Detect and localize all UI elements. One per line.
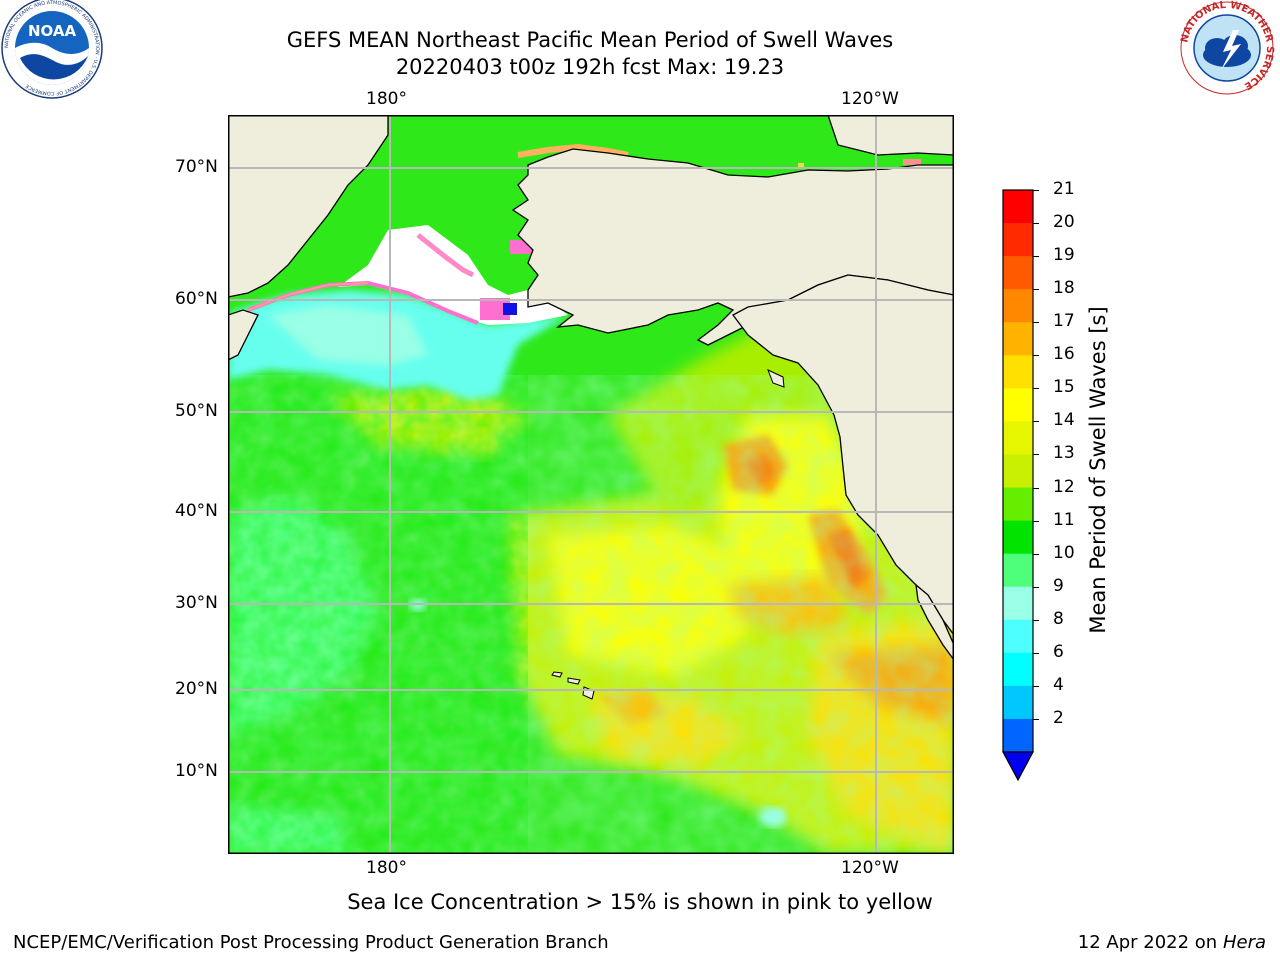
colorbar-swatch bbox=[1003, 619, 1033, 654]
colorbar-tick-mark bbox=[1033, 619, 1039, 621]
colorbar-tick-label: 19 bbox=[1053, 245, 1075, 266]
colorbar-swatch bbox=[1003, 553, 1033, 588]
lon-label-bottom-120w: 120°W bbox=[841, 858, 899, 878]
colorbar-swatch bbox=[1003, 685, 1033, 720]
colorbar-tick-label: 16 bbox=[1053, 344, 1075, 365]
colorbar-tick-mark bbox=[1033, 454, 1039, 456]
colorbar-tick-label: 11 bbox=[1053, 509, 1075, 530]
lat-label-70n: 70°N bbox=[175, 157, 218, 177]
lat-label-40n: 40°N bbox=[175, 501, 218, 521]
lat-label-20n: 20°N bbox=[175, 679, 218, 699]
colorbar-swatch bbox=[1003, 388, 1033, 422]
colorbar-tick-mark bbox=[1033, 190, 1039, 191]
nws-logo: NATIONAL WEATHER SERVICE bbox=[1179, 0, 1275, 95]
colorbar-swatch bbox=[1003, 256, 1033, 290]
colorbar-swatch bbox=[1003, 586, 1033, 621]
colorbar-tick-label: 12 bbox=[1053, 476, 1075, 497]
colorbar-tick-label: 6 bbox=[1053, 641, 1064, 662]
footer-date-text: 12 Apr 2022 on bbox=[1077, 932, 1218, 953]
colorbar bbox=[1001, 189, 1035, 782]
colorbar-swatch bbox=[1003, 223, 1033, 257]
lat-label-50n: 50°N bbox=[175, 401, 218, 421]
lat-label-60n: 60°N bbox=[175, 289, 218, 309]
svg-text:NOAA: NOAA bbox=[28, 22, 77, 40]
map-frame bbox=[228, 115, 954, 854]
graticule bbox=[228, 115, 954, 854]
colorbar-tick-mark bbox=[1033, 718, 1039, 720]
colorbar-tick-label: 18 bbox=[1053, 278, 1075, 299]
colorbar-label: Mean Period of Swell Waves [s] bbox=[1086, 306, 1110, 634]
colorbar-tick-label: 2 bbox=[1053, 707, 1064, 728]
colorbar-swatch bbox=[1003, 454, 1033, 489]
swell-period-map bbox=[228, 115, 954, 854]
colorbar-swatch bbox=[1003, 355, 1033, 389]
colorbar-tick-mark bbox=[1033, 223, 1039, 225]
ice-note: Sea Ice Concentration > 15% is shown in … bbox=[347, 890, 933, 914]
colorbar-tick-mark bbox=[1033, 685, 1039, 687]
lat-label-30n: 30°N bbox=[175, 593, 218, 613]
colorbar-swatch bbox=[1003, 421, 1033, 455]
colorbar-tick-mark bbox=[1033, 388, 1039, 390]
map-title: GEFS MEAN Northeast Pacific Mean Period … bbox=[286, 28, 894, 52]
noaa-logo: NOAA NATIONAL OCEANIC AND ATMOSPHERIC AD… bbox=[1, 0, 103, 99]
footer-credit: NCEP/EMC/Verification Post Processing Pr… bbox=[13, 932, 609, 953]
colorbar-tick-mark bbox=[1033, 355, 1039, 357]
colorbar-swatch bbox=[1003, 289, 1033, 323]
map-subtitle: 20220403 t00z 192h fcst Max: 19.23 bbox=[395, 55, 785, 79]
lon-label-top-180: 180° bbox=[366, 89, 407, 109]
colorbar-tick-label: 15 bbox=[1053, 377, 1075, 398]
colorbar-tick-label: 21 bbox=[1053, 179, 1075, 199]
colorbar-tick-label: 10 bbox=[1053, 542, 1075, 563]
colorbar-tick-label: 13 bbox=[1053, 443, 1075, 464]
colorbar-swatch bbox=[1003, 190, 1033, 224]
colorbar-tick-label: 8 bbox=[1053, 608, 1064, 629]
colorbar-tick-mark bbox=[1033, 487, 1039, 489]
colorbar-swatch bbox=[1003, 652, 1033, 687]
colorbar-tick-mark bbox=[1033, 256, 1039, 258]
footer-host: Hera bbox=[1222, 932, 1266, 953]
colorbar-tick-mark bbox=[1033, 520, 1039, 522]
lon-label-bottom-180: 180° bbox=[366, 858, 407, 878]
colorbar-swatch bbox=[1003, 718, 1033, 753]
colorbar-tick-label: 9 bbox=[1053, 575, 1064, 596]
colorbar-tick-mark bbox=[1033, 322, 1039, 324]
colorbar-swatch bbox=[1003, 520, 1033, 555]
colorbar-tick-label: 14 bbox=[1053, 410, 1075, 431]
colorbar-tick-mark bbox=[1033, 289, 1039, 291]
colorbar-tick-mark bbox=[1033, 586, 1039, 588]
colorbar-tick-mark bbox=[1033, 652, 1039, 654]
colorbar-tick-label: 4 bbox=[1053, 674, 1064, 695]
lat-label-10n: 10°N bbox=[175, 761, 218, 781]
colorbar-tick-label: 17 bbox=[1053, 311, 1075, 332]
colorbar-tick-mark bbox=[1033, 421, 1039, 423]
colorbar-tick-mark bbox=[1033, 553, 1039, 555]
colorbar-swatch bbox=[1003, 322, 1033, 356]
colorbar-swatch bbox=[1003, 487, 1033, 522]
colorbar-tick-label: 20 bbox=[1053, 212, 1075, 233]
lon-label-top-120w: 120°W bbox=[841, 89, 899, 109]
footer-date: 12 Apr 2022 on Hera bbox=[1078, 932, 1266, 953]
